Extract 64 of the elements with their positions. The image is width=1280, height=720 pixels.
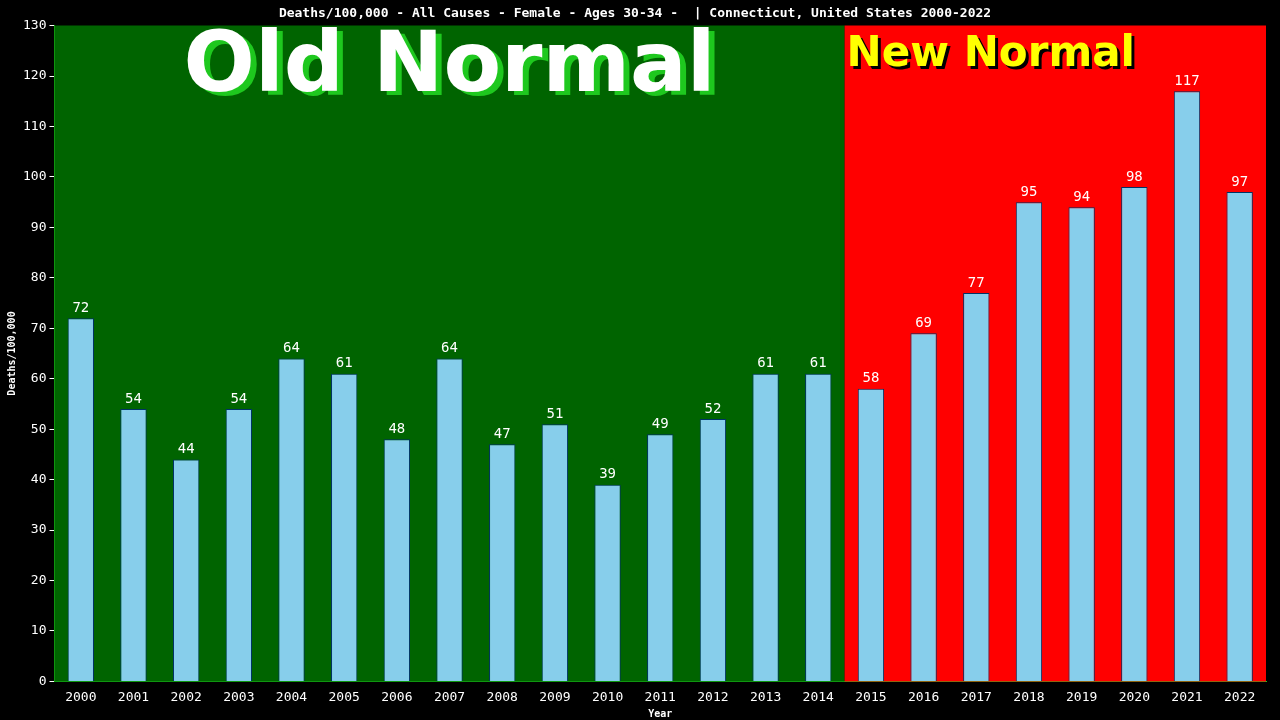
data-label: 97 <box>1231 172 1249 189</box>
x-tick-label: 2022 <box>1224 688 1256 704</box>
band-label: New Normal <box>846 26 1135 76</box>
y-tick-label: 60 <box>30 370 47 386</box>
y-tick-label: 80 <box>30 269 47 285</box>
data-label: 54 <box>230 389 248 406</box>
x-tick-label: 2009 <box>539 688 571 704</box>
data-label: 49 <box>651 414 669 431</box>
y-tick-label: 20 <box>30 571 47 587</box>
y-tick-label: 130 <box>23 16 47 32</box>
chart-title: Deaths/100,000 - All Causes - Female - Ages 30-34 - | Connecticut, United States 2000-2022 <box>278 5 992 21</box>
x-tick-label: 2007 <box>433 688 466 704</box>
y-axis-title: Deaths/100,000 <box>5 311 17 396</box>
x-tick-label: 2008 <box>486 688 518 704</box>
x-tick-label: 2003 <box>223 688 255 704</box>
y-tick-label: 70 <box>30 319 47 335</box>
data-label: 52 <box>704 399 722 416</box>
x-tick-label: 2014 <box>802 688 835 704</box>
data-label: 94 <box>1073 187 1091 204</box>
data-label: 69 <box>915 313 933 330</box>
x-tick-label: 2019 <box>1065 688 1098 704</box>
y-tick-label: 40 <box>30 470 47 486</box>
data-label: 64 <box>441 339 458 356</box>
x-tick-label: 2017 <box>960 688 992 704</box>
y-tick-label: 120 <box>23 67 47 83</box>
y-tick-label: 100 <box>23 168 47 184</box>
data-label: 51 <box>546 404 564 421</box>
y-tick-label: 10 <box>30 622 47 638</box>
x-tick-label: 2018 <box>1013 688 1045 704</box>
y-tick-label: 110 <box>23 117 47 133</box>
data-label: 117 <box>1174 71 1200 88</box>
data-label: 61 <box>335 354 353 371</box>
data-label: 39 <box>599 465 616 482</box>
data-label: 98 <box>1125 167 1143 184</box>
data-label: 77 <box>967 273 985 290</box>
data-label: 47 <box>493 424 511 441</box>
x-tick-label: 2013 <box>749 688 782 704</box>
y-tick-label: 90 <box>30 218 47 234</box>
x-tick-label: 2012 <box>697 688 729 704</box>
x-tick-label: 2006 <box>381 688 413 704</box>
x-tick-label: 2004 <box>275 688 308 704</box>
data-label: 72 <box>72 298 90 315</box>
data-label: 95 <box>1020 182 1038 199</box>
data-label: 48 <box>388 419 406 436</box>
x-tick-label: 2010 <box>591 688 624 704</box>
x-tick-label: 2020 <box>1118 688 1150 704</box>
x-tick-label: 2000 <box>65 688 97 704</box>
data-label: 64 <box>283 339 300 356</box>
x-tick-label: 2011 <box>644 688 676 704</box>
data-label: 61 <box>809 354 827 371</box>
data-label: 54 <box>125 389 142 406</box>
x-tick-label: 2016 <box>907 688 940 704</box>
x-tick-label: 2005 <box>328 688 360 704</box>
data-label: 44 <box>177 440 195 457</box>
x-axis-title: Year <box>648 707 673 719</box>
y-tick-label: 50 <box>30 420 47 436</box>
x-tick-label: 2002 <box>170 688 202 704</box>
x-tick-label: 2001 <box>117 688 150 704</box>
x-tick-label: 2021 <box>1171 688 1203 704</box>
data-label: 61 <box>757 354 775 371</box>
x-tick-label: 2015 <box>855 688 887 704</box>
y-tick-label: 0 <box>38 672 47 688</box>
y-tick-label: 30 <box>30 521 47 537</box>
data-label: 58 <box>862 369 880 386</box>
